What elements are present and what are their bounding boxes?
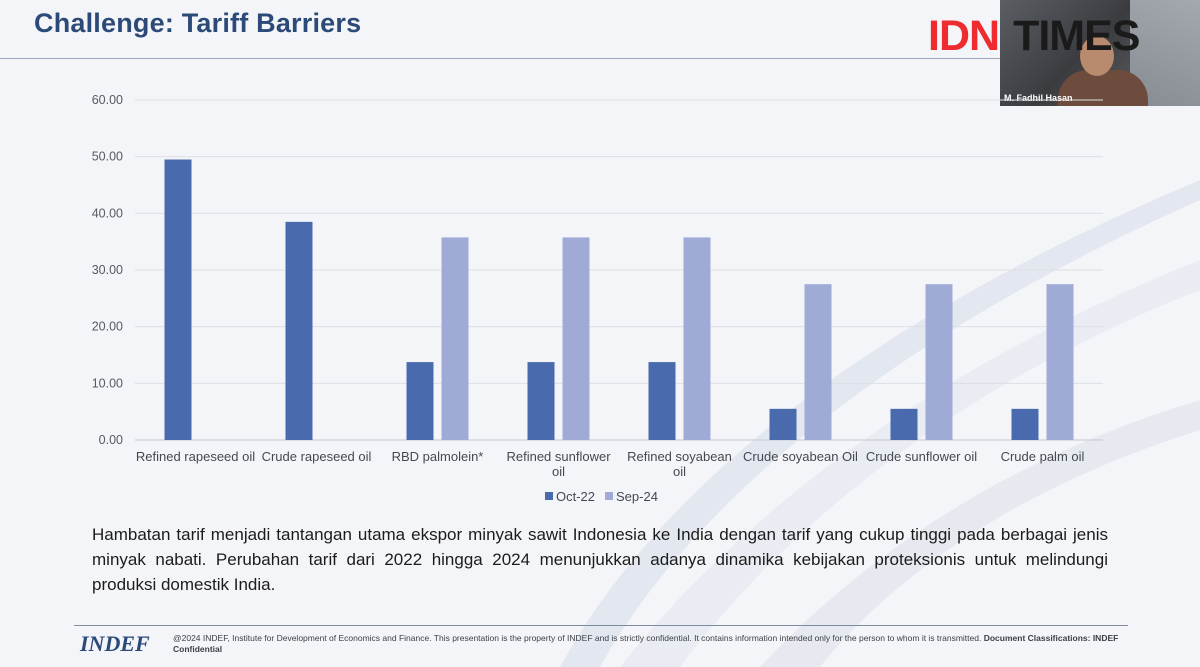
bar-oct-22-6 bbox=[890, 408, 918, 440]
legend-label: Oct-22 bbox=[556, 489, 595, 504]
x-category-label: Crude soyabean Oil bbox=[743, 449, 858, 464]
slide-title: Challenge: Tariff Barriers bbox=[34, 8, 362, 38]
x-category-label: Refined soyabean bbox=[627, 449, 732, 464]
bar-sep-24-2 bbox=[441, 237, 469, 440]
x-category-label: RBD palmolein* bbox=[392, 449, 484, 464]
x-category-label: Refined rapeseed oil bbox=[136, 449, 255, 464]
y-tick-label: 10.00 bbox=[92, 376, 123, 390]
y-tick-label: 30.00 bbox=[92, 263, 123, 277]
chart-bars bbox=[164, 159, 1074, 440]
legend-swatch bbox=[605, 492, 613, 500]
bar-oct-22-4 bbox=[648, 362, 676, 440]
footer-divider bbox=[74, 625, 1128, 626]
y-tick-label: 50.00 bbox=[92, 150, 123, 164]
presenter-head bbox=[1080, 36, 1114, 76]
presenter-name-tag: M. Fadhil Hasan bbox=[1004, 93, 1073, 103]
bar-sep-24-5 bbox=[804, 284, 832, 440]
legend-swatch bbox=[545, 492, 553, 500]
bar-oct-22-1 bbox=[285, 221, 313, 440]
chart-legend: Oct-22 Sep-24 bbox=[545, 489, 658, 504]
legend-label: Sep-24 bbox=[616, 489, 658, 504]
x-category-label: Crude palm oil bbox=[1001, 449, 1085, 464]
x-category-label: Crude sunflower oil bbox=[866, 449, 977, 464]
y-tick-label: 60.00 bbox=[92, 93, 123, 107]
footer-classification: Document Classifications: INDEF Confiden… bbox=[173, 633, 1119, 654]
y-tick-label: 20.00 bbox=[92, 320, 123, 334]
bar-oct-22-0 bbox=[164, 159, 192, 440]
bar-sep-24-4 bbox=[683, 237, 711, 440]
y-tick-label: 0.00 bbox=[99, 433, 123, 447]
footer-copyright: @2024 INDEF, Institute for Development o… bbox=[173, 633, 982, 643]
x-category-label: Refined sunflower bbox=[506, 449, 611, 464]
x-category-label: oil bbox=[552, 464, 565, 479]
y-tick-label: 40.00 bbox=[92, 206, 123, 220]
bar-oct-22-5 bbox=[769, 408, 797, 440]
logo-part-idn: IDN bbox=[928, 12, 1000, 60]
chart-x-axis: Refined rapeseed oil Crude rapeseed oil RB… bbox=[136, 449, 1085, 479]
idn-times-logo: IDN TIMES bbox=[928, 12, 1140, 61]
indef-logo: INDEF bbox=[80, 631, 150, 656]
bar-oct-22-7 bbox=[1011, 408, 1039, 440]
x-category-label: oil bbox=[673, 464, 686, 479]
logo-part-times: TIMES bbox=[1013, 12, 1140, 60]
tariff-bar-chart: 0.00 10.00 20.00 30.00 40.00 50.00 60.00 Refin… bbox=[92, 93, 1103, 504]
chart-gridlines bbox=[135, 99, 1103, 441]
bar-sep-24-7 bbox=[1046, 284, 1074, 440]
bar-sep-24-6 bbox=[925, 284, 953, 440]
bar-oct-22-2 bbox=[406, 362, 434, 440]
chart-y-axis: 0.00 10.00 20.00 30.00 40.00 50.00 60.00 bbox=[92, 93, 123, 447]
slide-body-text: Hambatan tarif menjadi tantangan utama e… bbox=[92, 525, 1108, 594]
presenter-webcam: M. Fadhil Hasan bbox=[1000, 0, 1200, 106]
bar-oct-22-3 bbox=[527, 362, 555, 440]
title-divider bbox=[0, 58, 1000, 59]
bar-sep-24-3 bbox=[562, 237, 590, 440]
footer-disclaimer: @2024 INDEF, Institute for Development o… bbox=[173, 633, 1128, 655]
x-category-label: Crude rapeseed oil bbox=[262, 449, 372, 464]
